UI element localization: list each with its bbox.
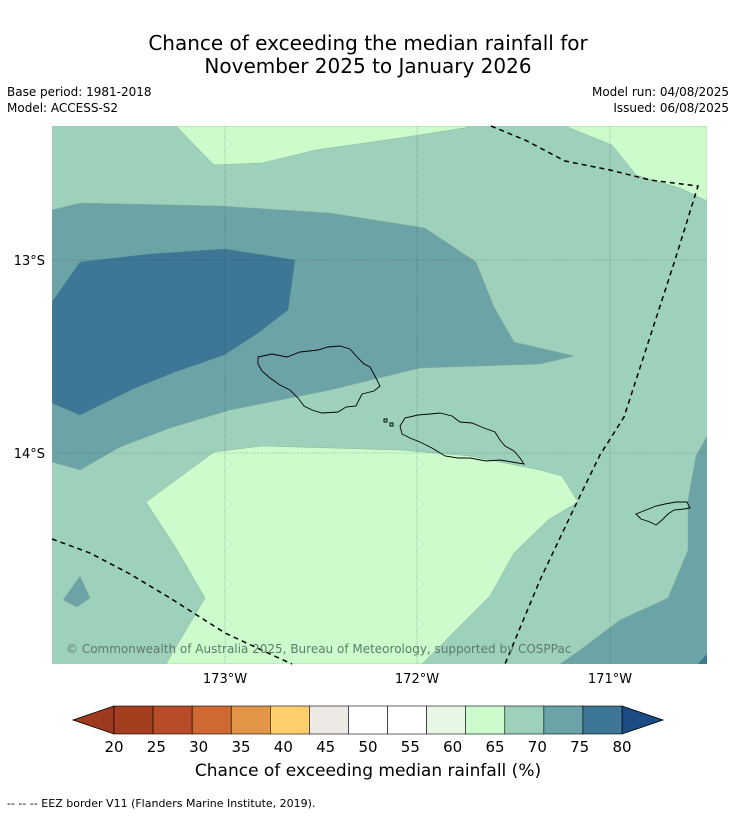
colorbar-tick-label: 55: [401, 738, 420, 756]
model-run-label: Model run: 04/08/2025: [591, 85, 729, 99]
model-label: Model: ACCESS-S2: [7, 101, 119, 115]
colorbar-tick-label: 60: [443, 738, 462, 756]
colorbar-bin: [582, 705, 623, 735]
colorbar-tick-label: 30: [189, 738, 208, 756]
colorbar-bin: [152, 705, 193, 735]
colorbar-bin: [270, 705, 310, 735]
tutuila-island: [635, 501, 691, 526]
colorbar-tick-label: 40: [274, 738, 293, 756]
colorbar-tick-label: 75: [570, 738, 589, 756]
issued-label: Issued: 06/08/2025: [613, 101, 729, 115]
colorbar-bin: [387, 705, 427, 735]
contour-layer: [52, 126, 707, 664]
eez-footnote: -- -- -- EEZ border V11 (Flanders Marine…: [7, 797, 316, 810]
map-title-line2: November 2025 to January 2026: [204, 54, 532, 78]
copyright-text: © Commonwealth of Australia 2025, Bureau…: [66, 642, 571, 656]
colorbar-bin: [426, 705, 466, 735]
savaii-island: [257, 345, 381, 414]
colorbar-low-arrow: [71, 705, 115, 735]
apolima-islet: [389, 422, 394, 427]
colorbar-bin: [543, 705, 584, 735]
colorbar-bin: [504, 705, 545, 735]
manono-islet: [383, 418, 388, 423]
contour-75-80-southeast: [697, 653, 707, 664]
colorbar-tick-label: 20: [104, 738, 123, 756]
base-period-label: Base period: 1981-2018: [7, 85, 152, 99]
lon-label-171w: 171°W: [588, 672, 632, 687]
contour-60-65-south: [145, 445, 579, 664]
colorbar-tick-label: 35: [231, 738, 250, 756]
eez-border: [51, 125, 699, 665]
colorbar-bin: [113, 705, 154, 735]
map-title-line1: Chance of exceeding the median rainfall …: [148, 31, 588, 55]
lon-label-172w: 172°W: [395, 672, 439, 687]
colorbar: 20 25 30 35 40 45 50 55 60 65 70 75 80: [71, 705, 665, 756]
colorbar-tick-label: 70: [528, 738, 547, 756]
lon-label-173w: 173°W: [203, 672, 247, 687]
upolu-island: [399, 412, 525, 465]
coastline: [257, 345, 691, 526]
colorbar-bin: [465, 705, 506, 735]
contour-70-75-southeast: [559, 435, 707, 664]
colorbar-high-arrow: [621, 705, 665, 735]
colorbar-bin: [309, 705, 349, 735]
contour-75-80-west: [52, 248, 296, 416]
colorbar-tick-label: 45: [316, 738, 335, 756]
lat-label-14s: 14°S: [14, 447, 45, 462]
lat-label-13s: 13°S: [14, 254, 45, 269]
colorbar-title: Chance of exceeding median rainfall (%): [194, 761, 542, 781]
contour-70-75-southwest: [62, 575, 91, 608]
colorbar-tick-label: 65: [485, 738, 504, 756]
graticule: [52, 126, 707, 664]
colorbar-tick-label: 25: [147, 738, 166, 756]
colorbar-tick-label: 50: [358, 738, 377, 756]
colorbar-bin: [230, 705, 271, 735]
contour-60-65-north: [175, 126, 471, 166]
colorbar-bin: [191, 705, 232, 735]
colorbar-tick-label: 80: [612, 738, 631, 756]
colorbar-bin: [348, 705, 388, 735]
